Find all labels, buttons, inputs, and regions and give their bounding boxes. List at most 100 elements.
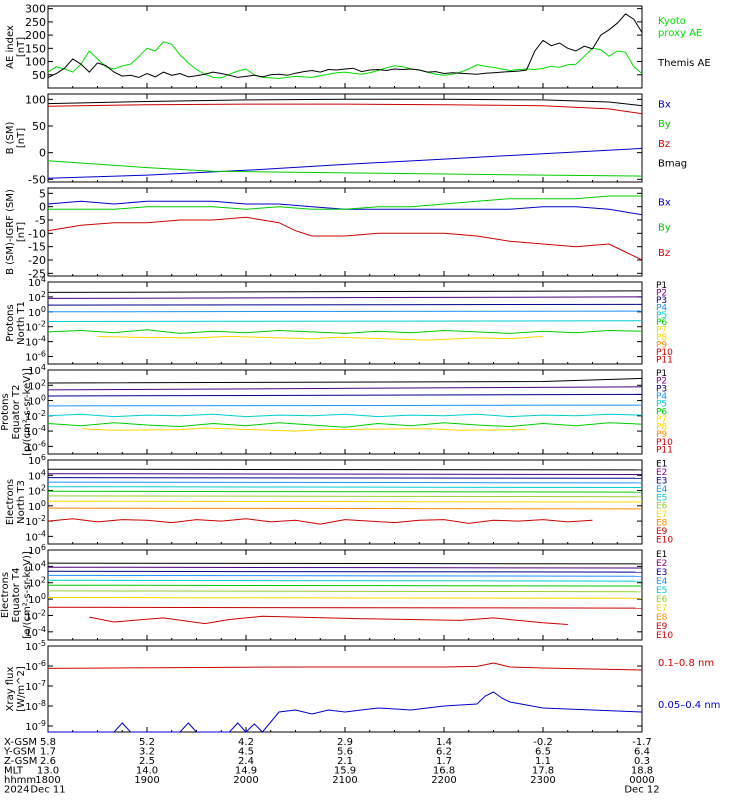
y-tick-label: -10	[28, 227, 46, 240]
y-axis-label: [nT]	[16, 128, 27, 148]
legend-by: By	[658, 119, 671, 130]
ephemeris-value: 2.6	[40, 756, 56, 767]
series-line-p4	[47, 404, 643, 407]
series-line-p5	[47, 413, 643, 418]
series-line-p2	[47, 386, 643, 391]
y-axis-label: Protons	[0, 393, 11, 430]
ephemeris-value: 5.6	[337, 747, 353, 758]
y-axis-label: [p/(cm²-s-sr-keV)]	[22, 368, 33, 456]
y-tick-label: 10-6	[25, 439, 46, 453]
p-label-p4: P4	[656, 303, 667, 313]
panel-frame-bsm	[47, 93, 643, 183]
ephemeris-value: 14.9	[235, 766, 257, 777]
legend-0-05-0-4-nm: 0.05–0.4 nm	[658, 700, 720, 711]
y-tick-label: -20	[28, 254, 46, 267]
e-label-e3: E3	[656, 477, 667, 487]
p-label-p5: P5	[656, 400, 667, 410]
e-label-e5: E5	[656, 493, 667, 503]
y-tick-label: 50	[32, 69, 46, 82]
ephemeris-value: 1900	[134, 775, 159, 786]
series-line-e2	[47, 473, 643, 475]
series-line-e5	[47, 579, 643, 582]
y-tick-label: 10-6	[25, 659, 46, 673]
y-tick-label: 102	[28, 576, 46, 590]
series-line-e10	[89, 615, 568, 625]
y-tick-label: -15	[28, 241, 46, 254]
p-label-p1: P1	[656, 369, 667, 379]
series-line-e8	[47, 500, 643, 503]
series-line-p7	[97, 335, 544, 341]
p-label-p7: P7	[656, 326, 667, 336]
e-label-e5: E5	[656, 586, 667, 596]
series-line-e6	[47, 584, 643, 587]
series-line-bx	[47, 147, 643, 179]
series-line-e6	[47, 490, 643, 493]
y-tick-label: 10-4	[25, 529, 46, 543]
y-tick-label: 102	[28, 378, 46, 392]
ephemeris-value: 4.5	[238, 747, 254, 758]
e-label-e1: E1	[656, 550, 667, 560]
ephemeris-row-label: 2024	[4, 785, 29, 796]
y-tick-label: 250	[25, 16, 46, 29]
ephemeris-value: 0000	[629, 775, 654, 786]
ephemeris-value: 2.5	[139, 756, 155, 767]
ephemeris-value: 1.4	[436, 737, 452, 748]
e-label-e2: E2	[656, 468, 667, 478]
series-line-0-1-0-8-nm	[47, 662, 643, 671]
legend-0-1-0-8-nm: 0.1–0.8 nm	[658, 658, 714, 669]
series-line-bz	[47, 216, 643, 261]
ephemeris-value: 1.7	[436, 756, 452, 767]
series-line-themis-ae	[47, 13, 643, 78]
ephemeris-value: Dec 12	[624, 785, 659, 796]
ephemeris-value: 18.8	[631, 766, 653, 777]
ephemeris-value: 5.8	[40, 737, 56, 748]
legend-proxy-ae: proxy AE	[658, 28, 702, 39]
ephemeris-row-label: Z-GSM	[4, 756, 37, 767]
y-tick-label: 5	[39, 187, 46, 200]
ephemeris-value: 2.1	[337, 756, 353, 767]
p-label-p8: P8	[656, 423, 667, 433]
ephemeris-value: 16.8	[433, 766, 455, 777]
y-tick-label: 10-2	[25, 514, 46, 528]
y-tick-label: 10-7	[25, 679, 46, 693]
e-label-e6: E6	[656, 502, 668, 512]
legend-bz: Bz	[658, 139, 670, 150]
series-line-p1	[47, 377, 643, 384]
y-tick-label: 100	[28, 394, 46, 408]
y-tick-label: 0	[39, 147, 46, 160]
p-label-p10: P10	[656, 438, 673, 448]
e-label-e3: E3	[656, 568, 667, 578]
ephemeris-row-label: hhmm	[4, 775, 36, 786]
ephemeris-value: 2.9	[337, 737, 353, 748]
y-axis-label: Electrons	[5, 479, 16, 525]
legend-themis-ae: Themis AE	[657, 58, 711, 69]
ephemeris-value: 6.5	[535, 747, 551, 758]
y-axis-label: North T1	[16, 301, 27, 345]
legend-bmag: Bmag	[658, 158, 687, 169]
y-tick-label: 104	[28, 559, 46, 573]
ephemeris-value: 2300	[530, 775, 555, 786]
y-axis-label: Xray flux	[5, 667, 16, 712]
legend-bz: Bz	[658, 248, 670, 259]
p-label-p7: P7	[656, 415, 667, 425]
e-label-e7: E7	[656, 604, 667, 614]
panel-frame-bigrf	[47, 187, 643, 277]
ephemeris-value: 4.2	[238, 737, 254, 748]
legend-bx: Bx	[658, 100, 671, 111]
p-label-p3: P3	[656, 384, 667, 394]
y-tick-label: 100	[28, 305, 46, 319]
y-tick-label: 10-6	[25, 350, 46, 364]
y-axis-label: Electrons	[0, 572, 11, 618]
series-line-0-05-0-4-nm	[48, 691, 643, 733]
series-line-bx	[47, 200, 643, 216]
y-tick-label: -5	[35, 214, 46, 227]
y-tick-label: 106	[28, 453, 46, 467]
e-label-e1: E1	[656, 460, 667, 470]
ephemeris-value: 5.2	[139, 737, 155, 748]
y-tick-label: -50	[28, 173, 46, 186]
e-label-e6: E6	[656, 595, 668, 605]
series-line-e9	[47, 507, 643, 510]
series-line-e2	[47, 566, 643, 569]
ephemeris-value: 2.4	[238, 756, 254, 767]
